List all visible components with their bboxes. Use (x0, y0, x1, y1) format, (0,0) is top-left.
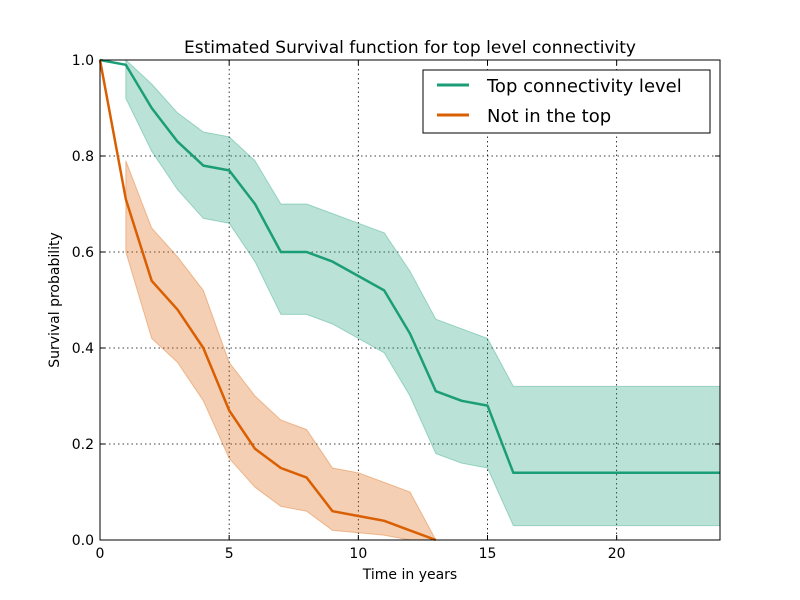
x-tick-label: 15 (479, 546, 497, 562)
legend-label-not-in-top: Not in the top (487, 106, 611, 127)
series-line-1 (98, 59, 437, 542)
axis-ticks: 0 5 10 15 20 0.0 0.2 0.4 0.6 0.8 1.0 (72, 53, 720, 562)
y-tick-label: 0.4 (72, 341, 94, 357)
y-tick-label: 0.2 (72, 437, 94, 453)
y-axis-label: Survival probability (47, 232, 63, 368)
x-tick-label: 10 (349, 546, 367, 562)
plot-frame (99, 59, 721, 541)
x-tick-label: 0 (96, 546, 105, 562)
series-line-0 (99, 58, 720, 475)
grid-lines (100, 60, 720, 540)
y-tick-label: 0.0 (72, 533, 94, 549)
survival-lines (98, 58, 720, 542)
y-tick-label: 1.0 (72, 53, 94, 69)
chart-title: Estimated Survival function for top leve… (184, 38, 636, 58)
x-tick-label: 5 (225, 546, 234, 562)
legend: Top connectivity level Not in the top (422, 69, 711, 134)
legend-box (422, 69, 711, 134)
x-axis-label: Time in years (362, 567, 457, 583)
y-tick-label: 0.6 (72, 245, 94, 261)
legend-label-top-connectivity: Top connectivity level (486, 76, 682, 97)
y-tick-label: 0.8 (72, 149, 94, 165)
x-tick-label: 20 (608, 546, 626, 562)
